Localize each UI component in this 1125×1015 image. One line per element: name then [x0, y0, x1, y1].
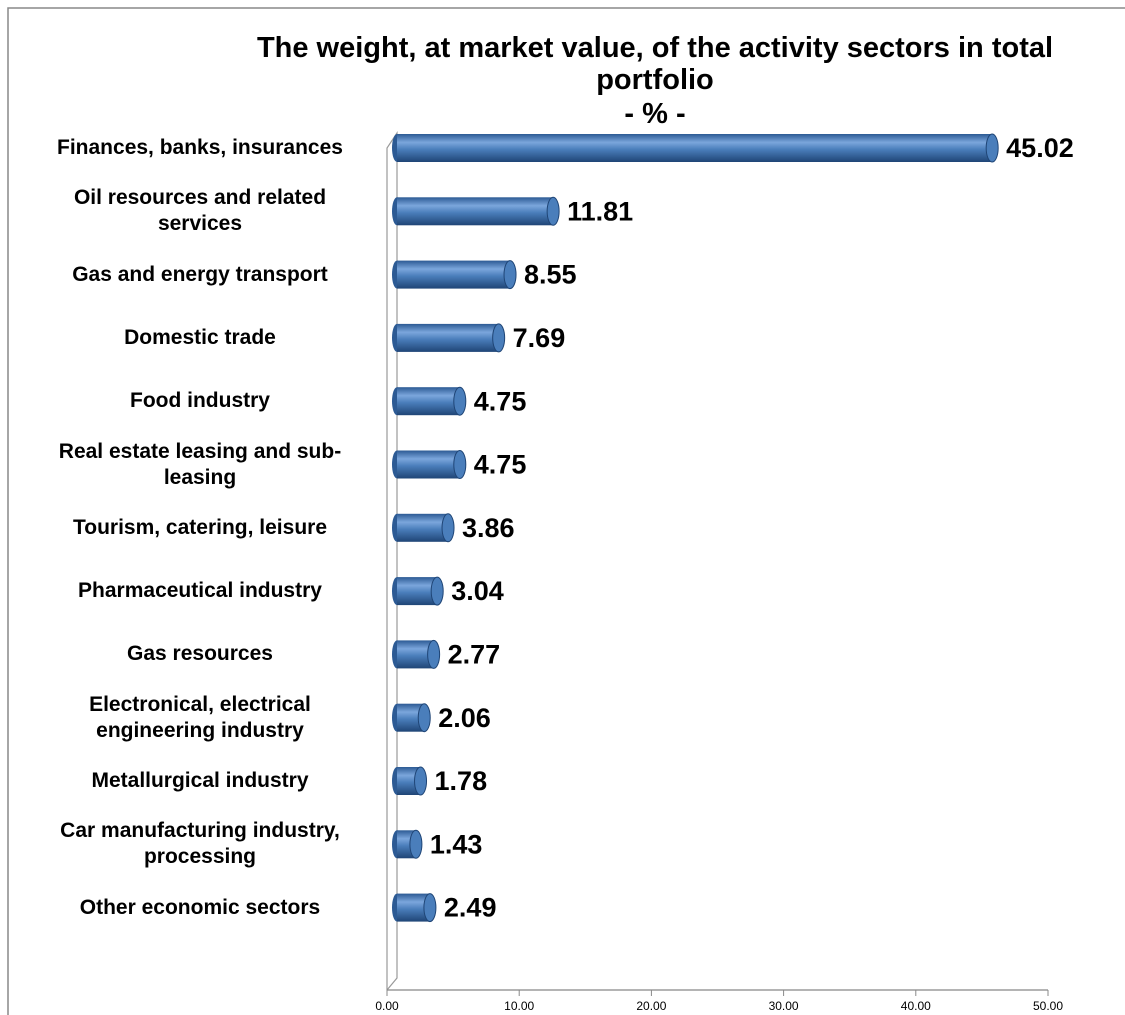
category-label: Food industry — [20, 371, 365, 431]
category-text: Other economic sectors — [79, 895, 321, 919]
bar — [397, 513, 449, 542]
category-text: Food industry — [130, 389, 270, 413]
bar — [397, 387, 460, 416]
bar-cap — [430, 576, 444, 606]
category-label: Car manufacturing industry, processing — [20, 814, 365, 874]
bar-cap — [503, 260, 517, 290]
wall — [386, 131, 398, 991]
x-tick-label: 20.00 — [636, 999, 666, 1013]
value-label: 2.77 — [448, 640, 501, 670]
category-text: Electronical, electrical engineering ind… — [89, 692, 311, 742]
bar — [397, 323, 499, 352]
category-label: Oil resources and related services — [20, 181, 365, 241]
bar-cap — [414, 766, 428, 796]
value-label: 3.86 — [462, 513, 515, 543]
bar-cap — [441, 513, 455, 543]
bar-cap — [423, 893, 437, 923]
bar-cap — [427, 639, 441, 669]
bar — [397, 134, 993, 162]
value-label: 7.69 — [513, 323, 566, 353]
bar-cap — [417, 703, 431, 733]
chart-subtitle: - % - — [624, 98, 686, 130]
category-text: Finances, banks, insurances — [57, 136, 343, 159]
value-label: 1.43 — [430, 829, 483, 859]
category-text: Gas and energy transport — [72, 262, 328, 286]
bar-cap — [985, 133, 999, 163]
value-label: 2.06 — [438, 703, 491, 733]
bar — [397, 197, 554, 226]
bar-cap — [492, 323, 506, 353]
category-text: Domestic trade — [124, 325, 276, 349]
bar — [397, 450, 460, 479]
x-tick-label: 10.00 — [504, 999, 534, 1013]
bar — [397, 577, 438, 606]
category-label: Gas resources — [20, 624, 365, 684]
category-text: Real estate leasing and sub-leasing — [58, 439, 342, 489]
category-label: Real estate leasing and sub-leasing — [20, 435, 365, 495]
bar-cap — [453, 386, 467, 416]
value-label: 4.75 — [474, 386, 527, 416]
category-label: Domestic trade — [20, 308, 365, 368]
category-text: Tourism, catering, leisure — [72, 515, 328, 539]
category-text: Gas resources — [127, 642, 273, 666]
category-label: Tourism, catering, leisure — [20, 498, 365, 558]
bar-cap — [409, 829, 423, 859]
x-tick-label: 0.00 — [375, 999, 399, 1013]
category-label: Electronical, electrical engineering ind… — [20, 688, 365, 748]
frame — [7, 7, 1125, 1015]
bar-cap — [453, 450, 467, 479]
category-text: Metallurgical industry — [91, 769, 309, 792]
value-label: 11.81 — [567, 196, 633, 226]
chart-title: The weight, at market value, of the acti… — [256, 32, 1054, 96]
category-label: Finances, banks, insurances — [20, 118, 365, 178]
category-label: Pharmaceutical industry — [20, 561, 365, 621]
value-label: 8.55 — [524, 260, 577, 290]
category-label: Other economic sectors — [20, 878, 365, 938]
x-tick-label: 30.00 — [769, 999, 799, 1013]
category-text: Car manufacturing industry, processing — [60, 819, 340, 869]
category-label: Gas and energy transport — [20, 245, 365, 305]
category-text: Oil resources and related services — [73, 186, 327, 236]
x-tick-label: 40.00 — [901, 999, 931, 1013]
value-label: 1.78 — [435, 766, 488, 796]
value-label: 3.04 — [451, 576, 504, 606]
category-text: Pharmaceutical industry — [78, 579, 322, 603]
bar — [397, 767, 421, 795]
bar-cap — [546, 196, 560, 226]
value-label: 45.02 — [1006, 133, 1074, 163]
bar — [397, 260, 511, 289]
category-label: Metallurgical industry — [20, 751, 365, 811]
value-label: 2.49 — [444, 893, 497, 923]
value-label: 4.75 — [474, 450, 527, 480]
x-tick-label: 50.00 — [1033, 999, 1063, 1013]
